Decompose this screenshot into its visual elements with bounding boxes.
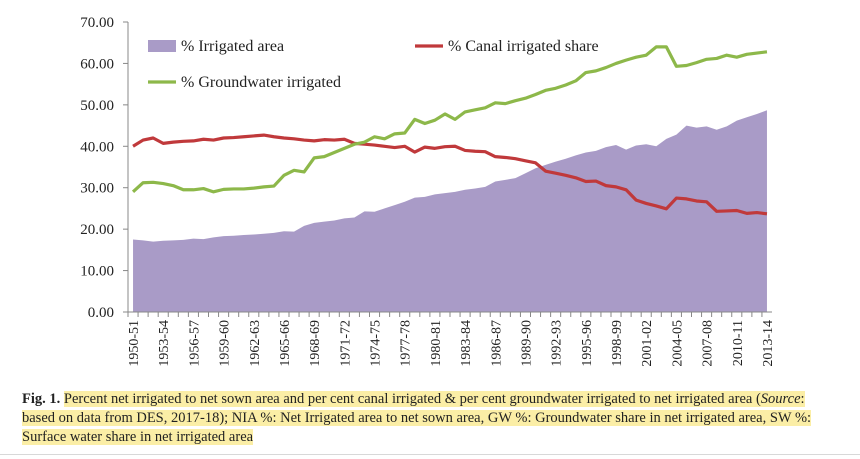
legend-label: % Groundwater irrigated xyxy=(181,74,341,91)
x-tick-label: 1965-66 xyxy=(278,320,293,367)
line xyxy=(132,133,768,216)
y-tick-label: 0.00 xyxy=(88,305,114,321)
x-tick-label: 1962-63 xyxy=(248,320,263,367)
x-tick-label: 1989-90 xyxy=(519,320,534,367)
y-tick-label: 70.00 xyxy=(80,15,114,31)
x-tick-label: 1956-57 xyxy=(187,320,202,367)
x-tick-label: 1968-69 xyxy=(308,320,323,367)
x-tick-label: 2010-11 xyxy=(731,320,746,366)
caption-source: Source xyxy=(760,391,801,407)
legend-swatch xyxy=(148,40,176,52)
y-tick-label: 50.00 xyxy=(80,98,114,114)
x-tick-label: 2004-05 xyxy=(670,320,685,367)
x-tick-label: 1953-54 xyxy=(157,320,172,367)
y-tick-label: 60.00 xyxy=(80,56,114,72)
y-tick-label: 30.00 xyxy=(80,181,114,197)
x-tick-label: 2013-14 xyxy=(761,320,776,367)
caption-text: : based on data from DES, 2017-18); NIA … xyxy=(22,391,812,445)
x-tick-label: 1986-87 xyxy=(489,320,504,367)
x-tick-label: 1980-81 xyxy=(429,320,444,367)
legend-label: % Canal irrigated share xyxy=(448,38,599,55)
y-tick-label: 20.00 xyxy=(80,222,114,238)
line xyxy=(131,45,768,194)
x-tick-label: 1974-75 xyxy=(369,320,384,367)
chart: 0.00 10.00 20.00 30.00 40.00 50.00 60.00 70.00 1… xyxy=(80,15,776,367)
x-tick-label: 1971-72 xyxy=(338,320,353,367)
caption: Fig. 1. Percent net irrigated to net sow… xyxy=(22,390,837,447)
x-tick-label: 1992-93 xyxy=(550,320,565,367)
x-tick-label: 1995-96 xyxy=(580,320,595,367)
caption-label: Fig. 1. xyxy=(22,391,61,407)
x-tick-label: 2001-02 xyxy=(640,320,655,367)
y-tick-label: 10.00 xyxy=(80,264,114,280)
x-tick-label: 2007-08 xyxy=(701,320,716,367)
y-tick-label: 40.00 xyxy=(80,139,114,155)
x-tick-label: 1950-51 xyxy=(127,320,142,367)
x-tick-label: 1998-99 xyxy=(610,320,625,367)
x-tick-label: 1983-84 xyxy=(459,320,474,367)
x-tick-label: 1959-60 xyxy=(218,320,233,367)
caption-text: Percent net irrigated to net sown area a… xyxy=(63,391,761,407)
area xyxy=(133,110,767,312)
divider xyxy=(0,454,860,455)
caption-text: Percent net irrigated to net sown area a… xyxy=(22,391,812,445)
legend-label: % Irrigated area xyxy=(181,38,284,55)
x-tick-label: 1977-78 xyxy=(399,320,414,367)
